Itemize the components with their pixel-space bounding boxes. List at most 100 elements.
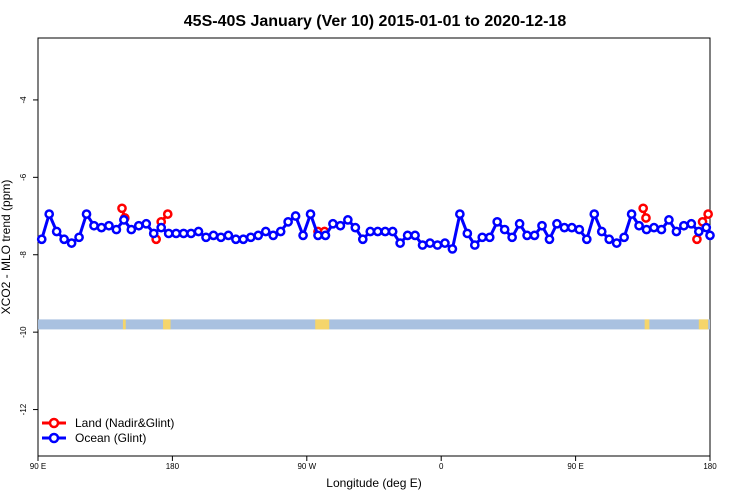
ocean-band [38, 319, 710, 330]
ocean-series-point [156, 222, 167, 233]
ocean-series-point [417, 240, 428, 250]
legend-marker [48, 417, 60, 429]
ocean-series-point [96, 222, 107, 233]
ocean-series-point [66, 238, 77, 248]
ocean-series-point [581, 234, 592, 245]
ocean-series-point [186, 228, 196, 239]
land-segment [163, 319, 171, 330]
ocean-series-point [260, 226, 271, 237]
ocean-series-point [559, 222, 570, 233]
ocean-series-point [178, 228, 189, 239]
ocean-series-point [432, 240, 443, 250]
land-series-point [703, 209, 713, 219]
land-series-point [641, 213, 651, 223]
y-tick-label: -6 [19, 173, 28, 181]
ocean-series-point [679, 220, 689, 231]
ocean-series-point [701, 222, 712, 233]
ocean-series-point [298, 230, 308, 241]
chart-title: 45S-40S January (Ver 10) 2015-01-01 to 2… [184, 13, 567, 30]
x-tick-label: 90 W [297, 462, 316, 471]
ocean-series-point [552, 218, 562, 229]
ocean-series-point [231, 234, 241, 245]
plot-frame [37, 37, 711, 457]
ocean-series-point [507, 232, 517, 243]
ocean-series-point [372, 226, 383, 237]
ocean-series-point [693, 226, 704, 237]
ocean-series-point [440, 238, 450, 248]
legend: Land (Nadir&Glint)Ocean (Glint) [42, 416, 174, 445]
ocean-series-point [141, 218, 152, 229]
ocean-series-point [253, 230, 264, 241]
ocean-series-point [74, 232, 84, 243]
legend-marker [48, 432, 60, 444]
ocean-series-point [686, 218, 697, 229]
y-tick-label: -12 [19, 403, 28, 415]
ocean-series-point [410, 230, 420, 241]
ocean-series-point [111, 224, 122, 235]
y-tick-label: -10 [19, 326, 28, 338]
legend-entry: Land (Nadir&Glint) [75, 416, 174, 430]
y-tick-label: -8 [19, 251, 28, 259]
ocean-series-point [36, 234, 47, 245]
ocean-series-point [119, 215, 129, 225]
ocean-series-point [89, 220, 99, 231]
ocean-series-point [447, 244, 458, 254]
ocean-series-point [664, 215, 674, 225]
ocean-series-point [171, 228, 181, 239]
ocean-series-point [619, 232, 629, 243]
ocean-series-point [469, 240, 480, 250]
land-segment [644, 319, 650, 330]
ocean-series-point [626, 209, 637, 219]
ocean-series-point [656, 224, 667, 235]
ocean-series-point [44, 209, 55, 219]
ocean-series-point [671, 226, 682, 237]
ocean-series-point [350, 222, 361, 233]
land-segment [698, 319, 709, 330]
ocean-series-point [313, 230, 323, 241]
ocean-series-point [596, 226, 607, 237]
ocean-series-point [492, 216, 503, 227]
land-segment [122, 319, 126, 330]
x-tick-label: 90 E [30, 462, 46, 471]
ocean-series-point [387, 226, 398, 237]
ocean-series-point [705, 230, 715, 241]
x-tick-label: 180 [703, 462, 717, 471]
land-series-point [692, 234, 702, 245]
ocean-series-point [395, 238, 405, 248]
ocean-series-point [193, 226, 204, 237]
ocean-series-point [305, 209, 316, 219]
ocean-series-point [283, 216, 293, 227]
ocean-series-point [544, 234, 555, 245]
ocean-series-point [201, 232, 211, 243]
y-tick-label: -4 [19, 96, 28, 104]
ocean-series-point [477, 232, 488, 243]
ocean-series-point [641, 224, 652, 235]
ocean-series-point [126, 224, 137, 235]
ocean-series-point [268, 230, 279, 241]
land-series-point [117, 203, 127, 214]
ocean-series-point [567, 222, 577, 233]
ocean-series-point [335, 220, 346, 231]
land-ocean-band [38, 319, 710, 330]
ocean-series-point [484, 232, 495, 243]
ocean-series-point [148, 228, 159, 239]
ocean-series-point [163, 228, 174, 239]
ocean-series-point [51, 226, 62, 237]
ocean-series-point [380, 226, 391, 237]
x-tick-label: 90 E [567, 462, 583, 471]
ocean-series-point [275, 226, 286, 237]
ocean-series-point [328, 218, 338, 229]
ocean-series-point [208, 230, 219, 241]
land-series-point [638, 203, 649, 214]
ocean-series-point [245, 232, 256, 243]
ocean-series-point [357, 234, 368, 245]
ocean-series-point [104, 220, 114, 231]
x-tick-label: 0 [439, 462, 444, 471]
ocean-series-point [589, 209, 600, 219]
ocean-series-point [365, 226, 376, 237]
land-series-point [162, 209, 173, 219]
y-axis-label: XCO2 - MLO trend (ppm) [0, 180, 13, 315]
ocean-series-point [604, 234, 615, 245]
